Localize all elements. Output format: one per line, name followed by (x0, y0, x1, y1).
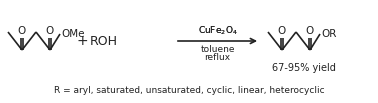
Text: OR: OR (321, 29, 336, 39)
Text: 67-95% yield: 67-95% yield (272, 63, 336, 73)
Text: O: O (46, 26, 54, 36)
Text: reflux: reflux (204, 53, 231, 62)
Text: R = aryl, saturated, unsaturated, cyclic, linear, heterocyclic: R = aryl, saturated, unsaturated, cyclic… (54, 86, 324, 95)
Text: CuFe$_2$O$_4$: CuFe$_2$O$_4$ (198, 25, 237, 37)
Text: O: O (18, 26, 26, 36)
Text: ROH: ROH (90, 35, 118, 47)
Text: CuFe$_2$O$_4$: CuFe$_2$O$_4$ (198, 25, 237, 37)
Text: toluene: toluene (200, 45, 235, 54)
Text: OMe: OMe (61, 29, 85, 39)
Text: O: O (278, 26, 286, 36)
Text: O: O (306, 26, 314, 36)
Text: +: + (76, 34, 88, 48)
